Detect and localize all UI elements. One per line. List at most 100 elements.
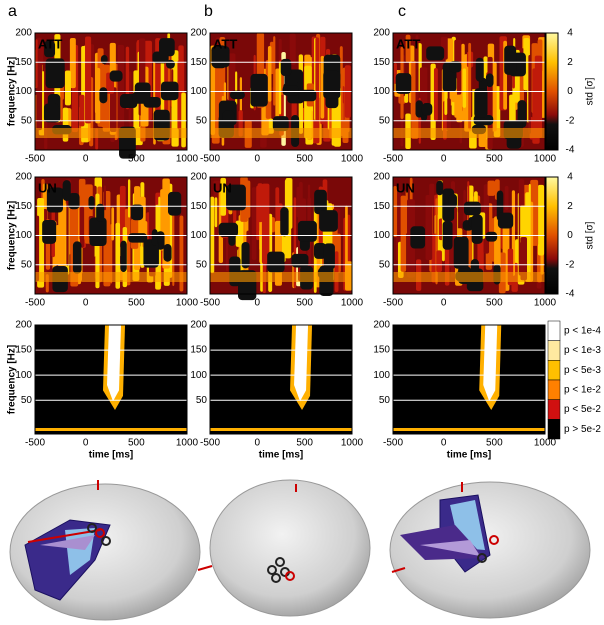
heatmap-dark	[89, 217, 107, 246]
x-tick-label: 0	[83, 154, 89, 165]
x-tick-label: 1000	[176, 154, 199, 165]
y-tick-label: 50	[196, 259, 208, 270]
heatmap-streak	[345, 205, 348, 272]
x-axis-label: time [ms]	[89, 450, 133, 461]
heatmap-dark	[280, 58, 292, 77]
row-label: DIFF	[213, 328, 242, 343]
p-colorbar-label: p < 1e-2	[564, 384, 601, 395]
heatmap-streak	[79, 94, 85, 127]
heatmap-streak	[64, 70, 71, 106]
y-tick-label: 100	[373, 370, 390, 381]
row-label: ATT	[38, 36, 62, 51]
x-tick-label: 500	[128, 298, 145, 309]
heatmap-streak	[436, 250, 442, 273]
heatmap-lowband	[393, 272, 545, 282]
heatmap-dark	[151, 229, 158, 246]
heatmap-streak	[235, 71, 238, 105]
row-label: ATT	[396, 36, 420, 51]
heatmap-dark	[88, 195, 95, 210]
y-tick-label: 150	[190, 57, 207, 68]
heatmap-streak	[315, 37, 320, 133]
heatmap-streak	[537, 184, 545, 256]
p-colorbar-label: p < 5e-2	[564, 404, 601, 415]
y-tick-label: 200	[15, 28, 32, 39]
x-tick-label: -500	[383, 298, 403, 309]
heatmap-dark	[436, 180, 444, 196]
row-label: UN	[38, 180, 57, 195]
heatmap-streak	[528, 55, 531, 134]
heatmap-streak	[334, 251, 339, 292]
heatmap-streak	[85, 36, 92, 124]
x-tick-label: -500	[200, 154, 220, 165]
colorbar-tick-label: 0	[567, 86, 573, 97]
heatmap-dark	[131, 204, 144, 221]
p-colorbar-label: p < 5e-3	[564, 365, 601, 376]
heatmap-dark	[497, 212, 514, 229]
heatmap-dark	[426, 46, 445, 61]
heatmap-streak	[520, 236, 528, 281]
x-tick-label: -500	[200, 438, 220, 449]
y-tick-label: 150	[190, 201, 207, 212]
heatmap-streak	[210, 45, 216, 135]
heatmap-lowband	[210, 272, 352, 282]
x-tick-label: 0	[255, 298, 261, 309]
heatmap-dark	[298, 89, 317, 102]
y-tick-label: 50	[196, 395, 208, 406]
diff-baseline	[210, 428, 352, 431]
x-tick-label: 1000	[176, 438, 199, 449]
x-tick-label: -500	[383, 154, 403, 165]
heatmap-streak	[405, 34, 411, 63]
plot-frame	[209, 32, 353, 151]
y-axis-label: frequency [Hz]	[7, 201, 18, 270]
heatmap-dark	[250, 73, 268, 107]
x-tick-label: 0	[255, 154, 261, 165]
x-tick-label: 0	[255, 438, 261, 449]
y-tick-label: 200	[373, 320, 390, 331]
panel-label: c	[398, 3, 406, 20]
p-colorbar-block	[547, 399, 561, 420]
heatmap-dark	[470, 259, 479, 275]
heatmap-streak	[111, 207, 115, 241]
y-axis-label: frequency [Hz]	[7, 345, 18, 414]
x-tick-label: 1000	[341, 298, 364, 309]
heatmap-streak	[66, 198, 69, 266]
diff-blob-core	[483, 325, 498, 402]
x-tick-label: 0	[441, 298, 447, 309]
x-tick-label: -500	[383, 438, 403, 449]
y-tick-label: 100	[190, 230, 207, 241]
heatmap-streak	[345, 113, 350, 133]
heatmap-streak	[487, 180, 496, 196]
heatmap-streak	[347, 214, 351, 267]
heatmap-streak	[127, 213, 131, 249]
std-colorbar	[545, 176, 559, 295]
x-tick-label: -500	[200, 298, 220, 309]
y-tick-label: 200	[15, 320, 32, 331]
heatmap-streak	[393, 186, 398, 238]
row-label: UN	[213, 180, 232, 195]
colorbar-tick-label: -4	[566, 289, 575, 300]
plot-frame	[34, 176, 188, 295]
x-axis-label: time [ms]	[259, 450, 303, 461]
heatmap-dark	[229, 90, 245, 100]
heatmap-streak	[267, 46, 272, 102]
heatmap-streak	[415, 39, 419, 79]
heatmap-streak	[289, 33, 296, 65]
x-tick-label: -500	[25, 298, 45, 309]
p-colorbar-label: p < 1e-3	[564, 345, 601, 356]
colorbar-tick-label: 2	[567, 57, 573, 68]
heatmap-dark	[163, 244, 172, 262]
heatmap-dark	[241, 241, 250, 269]
p-colorbar-block	[547, 360, 561, 381]
y-tick-label: 150	[15, 345, 32, 356]
heatmap-streak	[425, 194, 433, 260]
x-tick-label: 500	[486, 154, 503, 165]
heatmap-streak	[320, 55, 325, 119]
y-tick-label: 150	[15, 57, 32, 68]
heatmap-streak	[444, 88, 448, 115]
heatmap-streak	[214, 197, 218, 228]
heatmap-streak	[36, 37, 43, 131]
diff-baseline	[35, 428, 187, 431]
y-tick-label: 200	[190, 28, 207, 39]
colorbar-tick-label: -4	[566, 145, 575, 156]
heatmap-streak	[433, 67, 438, 121]
